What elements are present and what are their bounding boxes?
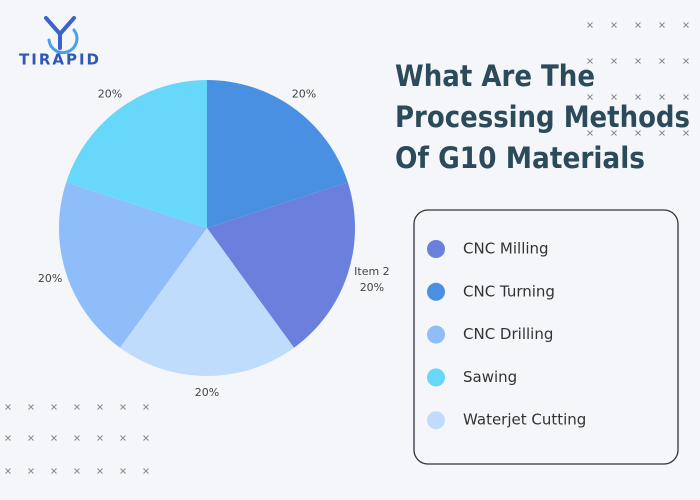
cross xyxy=(635,94,641,100)
cross xyxy=(683,58,689,64)
cross xyxy=(51,468,57,474)
cross xyxy=(74,468,80,474)
legend-swatch xyxy=(427,240,445,258)
legend-swatch xyxy=(427,368,445,387)
cross xyxy=(683,22,689,28)
cross xyxy=(28,435,34,441)
cross xyxy=(5,404,11,410)
logo-text: TIRAPID xyxy=(19,51,101,69)
legend-swatch xyxy=(427,325,445,344)
cross xyxy=(143,468,149,474)
cross xyxy=(635,130,641,136)
cross xyxy=(587,130,593,136)
legend-label: CNC Milling xyxy=(463,240,549,258)
cross xyxy=(659,94,665,100)
value-label: 20% xyxy=(38,272,62,285)
value-label: 20% xyxy=(292,88,316,101)
cross xyxy=(74,435,80,441)
cross xyxy=(611,94,617,100)
cross xyxy=(51,435,57,441)
legend-swatch xyxy=(427,282,445,301)
cross xyxy=(120,404,126,410)
cross xyxy=(143,435,149,441)
chart-title: Of G10 Materials xyxy=(395,141,645,175)
cross xyxy=(143,404,149,410)
cross xyxy=(635,22,641,28)
cross xyxy=(587,58,593,64)
cross xyxy=(683,130,689,136)
cross xyxy=(97,468,103,474)
cross xyxy=(611,130,617,136)
logo-icon xyxy=(44,16,79,55)
cross xyxy=(5,435,11,441)
chart-title: Processing Methods xyxy=(395,100,690,134)
cross xyxy=(659,22,665,28)
cross xyxy=(28,468,34,474)
pie-slice xyxy=(66,80,207,228)
legend-label: CNC Turning xyxy=(463,282,555,300)
slice-label: Item 2 xyxy=(354,265,390,278)
value-label: 20% xyxy=(195,386,219,399)
decoration xyxy=(5,22,689,474)
legend-label: Sawing xyxy=(463,368,517,386)
pie-slice xyxy=(58,182,207,348)
cross xyxy=(5,468,11,474)
pie-slice xyxy=(207,80,348,228)
cross xyxy=(587,94,593,100)
cross xyxy=(587,22,593,28)
legend-label: CNC Drilling xyxy=(463,325,553,343)
value-label: 20% xyxy=(98,88,122,101)
cross xyxy=(659,58,665,64)
chart-title: What Are The xyxy=(395,59,595,93)
cross xyxy=(97,404,103,410)
legend-label: Waterjet Cutting xyxy=(463,411,586,429)
cross xyxy=(28,404,34,410)
pie-slice xyxy=(207,182,356,348)
cross xyxy=(120,435,126,441)
legend-box xyxy=(413,209,679,465)
cross xyxy=(74,404,80,410)
cross xyxy=(659,130,665,136)
cross xyxy=(635,58,641,64)
cross xyxy=(611,58,617,64)
cross xyxy=(120,468,126,474)
cross xyxy=(97,435,103,441)
cross xyxy=(51,404,57,410)
pie-slice xyxy=(120,228,294,377)
legend-swatch xyxy=(427,411,445,430)
cross xyxy=(611,22,617,28)
cross xyxy=(683,94,689,100)
value-label: 20% xyxy=(360,281,384,294)
